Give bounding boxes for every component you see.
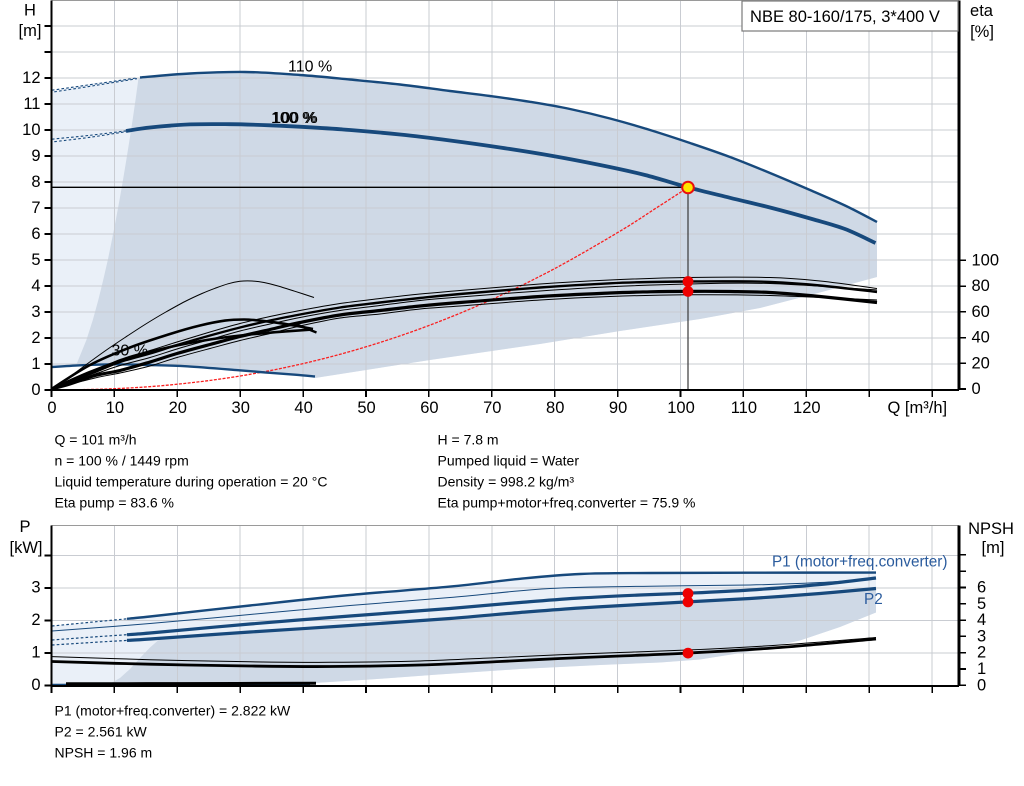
svg-text:2: 2 [31, 329, 40, 347]
svg-text:10: 10 [22, 121, 40, 139]
svg-text:3: 3 [977, 627, 986, 645]
svg-text:5: 5 [31, 251, 40, 269]
svg-text:70: 70 [483, 399, 501, 417]
svg-text:9: 9 [31, 147, 40, 165]
svg-text:n = 100 % / 1449 rpm: n = 100 % / 1449 rpm [55, 453, 189, 469]
svg-text:4: 4 [977, 611, 986, 629]
svg-text:P2 = 2.561 kW: P2 = 2.561 kW [55, 724, 148, 740]
svg-text:6: 6 [977, 579, 986, 597]
svg-text:30 %: 30 % [112, 343, 148, 360]
svg-text:120: 120 [793, 399, 821, 417]
svg-text:3: 3 [31, 579, 40, 597]
svg-text:6: 6 [31, 225, 40, 243]
svg-text:P1 (motor+freq.converter) = 2.: P1 (motor+freq.converter) = 2.822 kW [55, 703, 292, 719]
svg-text:P2: P2 [864, 591, 883, 608]
svg-text:Eta pump = 83.6 %: Eta pump = 83.6 % [55, 495, 174, 511]
svg-text:1: 1 [31, 644, 40, 662]
svg-text:40: 40 [294, 399, 312, 417]
svg-text:0: 0 [977, 676, 986, 694]
svg-text:100: 100 [972, 251, 1000, 269]
svg-text:2: 2 [977, 644, 986, 662]
svg-text:Q [m³/h]: Q [m³/h] [888, 399, 948, 417]
svg-text:50: 50 [357, 399, 375, 417]
svg-text:80: 80 [972, 277, 990, 295]
svg-text:60: 60 [420, 399, 438, 417]
svg-text:12: 12 [22, 69, 40, 87]
svg-text:[kW]: [kW] [10, 539, 43, 557]
svg-text:2: 2 [31, 611, 40, 629]
svg-text:30: 30 [232, 399, 250, 417]
svg-text:H: H [24, 2, 36, 20]
svg-text:NPSH: NPSH [968, 520, 1014, 538]
svg-text:90: 90 [609, 399, 627, 417]
svg-text:110 %: 110 % [288, 59, 332, 76]
svg-text:Pumped liquid = Water: Pumped liquid = Water [438, 453, 580, 469]
svg-text:100 %: 100 % [271, 110, 316, 127]
svg-text:110: 110 [731, 399, 757, 417]
svg-text:3: 3 [31, 303, 40, 321]
svg-text:Liquid temperature during oper: Liquid temperature during operation = 20… [55, 474, 328, 490]
svg-text:8: 8 [31, 173, 40, 191]
svg-text:0: 0 [31, 381, 40, 399]
svg-text:Density = 998.2 kg/m³: Density = 998.2 kg/m³ [438, 474, 575, 490]
svg-text:100 %: 100 % [272, 110, 317, 127]
svg-text:[m]: [m] [982, 539, 1005, 557]
svg-text:100: 100 [667, 399, 695, 417]
svg-text:10: 10 [106, 399, 124, 417]
svg-text:60: 60 [972, 303, 990, 321]
svg-text:80: 80 [546, 399, 564, 417]
svg-text:H = 7.8 m: H = 7.8 m [438, 432, 499, 448]
svg-text:40: 40 [972, 329, 990, 347]
svg-text:[m]: [m] [19, 22, 42, 40]
svg-text:NPSH = 1.96 m: NPSH = 1.96 m [55, 745, 153, 761]
svg-text:P1 (motor+freq.converter): P1 (motor+freq.converter) [772, 554, 948, 571]
svg-text:[%]: [%] [970, 23, 994, 41]
svg-text:1: 1 [977, 660, 986, 678]
svg-text:eta: eta [970, 2, 994, 20]
svg-text:NBE 80-160/175, 3*400 V: NBE 80-160/175, 3*400 V [750, 8, 940, 26]
svg-text:20: 20 [169, 399, 187, 417]
svg-text:11: 11 [23, 95, 40, 113]
svg-text:P: P [19, 518, 30, 536]
svg-text:0: 0 [972, 380, 981, 398]
svg-text:Q = 101 m³/h: Q = 101 m³/h [55, 432, 137, 448]
svg-text:0: 0 [31, 676, 40, 694]
svg-text:7: 7 [31, 199, 40, 217]
svg-text:Eta pump+motor+freq.converter: Eta pump+motor+freq.converter = 75.9 % [438, 495, 696, 511]
svg-text:5: 5 [977, 595, 986, 613]
svg-text:1: 1 [31, 355, 40, 373]
svg-text:0: 0 [47, 399, 56, 417]
svg-text:20: 20 [972, 354, 990, 372]
svg-text:4: 4 [31, 277, 40, 295]
